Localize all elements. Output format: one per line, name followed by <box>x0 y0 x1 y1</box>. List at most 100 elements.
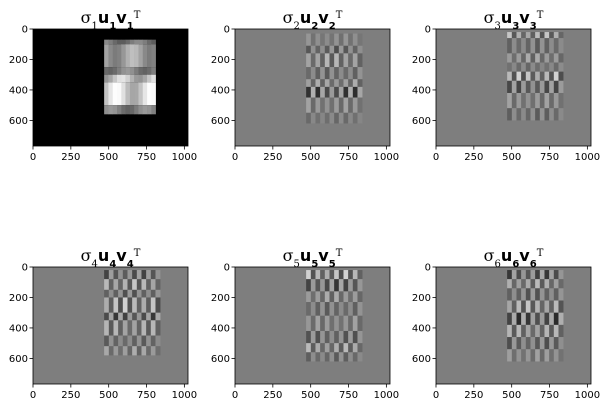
image-cell <box>147 74 152 83</box>
image-cell <box>151 82 156 106</box>
image-cell <box>558 312 564 325</box>
image-cell <box>343 53 349 68</box>
image-cell <box>310 291 316 303</box>
image-cell <box>535 288 541 301</box>
image-cell <box>357 67 363 80</box>
image-cell <box>320 53 326 68</box>
image-cell <box>352 315 358 331</box>
image-cell <box>310 330 316 344</box>
image-cell <box>338 67 344 80</box>
title-u-index: 4 <box>109 259 116 270</box>
image-cell <box>150 346 156 356</box>
image-cell <box>549 62 555 72</box>
image-cell <box>310 352 316 362</box>
image-cell <box>357 270 363 280</box>
image-cell <box>118 346 124 356</box>
image-cell <box>516 324 522 338</box>
image-cell <box>310 45 316 54</box>
image-cell <box>112 105 118 115</box>
image-cell <box>132 312 138 321</box>
image-cell <box>539 53 545 63</box>
image-cell <box>127 312 133 321</box>
image-cell <box>357 79 363 87</box>
image-cell <box>104 346 110 356</box>
image-cell <box>525 288 531 301</box>
image-cell <box>539 312 545 325</box>
image-cell <box>521 312 527 325</box>
image-cell <box>558 270 564 280</box>
image-cell <box>558 288 564 301</box>
x-tick-label: 1000 <box>575 390 600 401</box>
y-tick-label: 600 <box>211 116 230 127</box>
image-cell <box>104 335 110 347</box>
image-cell <box>108 44 114 68</box>
image-cell <box>334 33 340 46</box>
image-cell <box>544 32 550 39</box>
x-tick-label: 0 <box>232 152 238 163</box>
y-tick-label: 200 <box>9 293 28 304</box>
image-cell <box>507 108 513 121</box>
image-cell <box>558 324 564 338</box>
image-cell <box>521 53 527 63</box>
image-cell <box>150 270 156 280</box>
image-cell <box>549 312 555 325</box>
title-v-index: 2 <box>329 21 336 32</box>
x-tick-label: 750 <box>339 390 358 401</box>
y-tick-label: 0 <box>224 263 230 274</box>
image-cell <box>338 330 344 344</box>
image-cell <box>516 337 522 350</box>
image-cell <box>310 97 316 113</box>
image-cell <box>320 86 326 98</box>
image-cell <box>125 82 131 106</box>
image-cell <box>122 279 128 290</box>
image-cell <box>348 315 354 331</box>
image-cell <box>348 86 354 98</box>
image-cell <box>352 112 358 124</box>
image-cell <box>549 300 555 313</box>
image-cell <box>530 108 536 121</box>
image-cell <box>544 53 550 63</box>
title-u-index: 3 <box>512 21 519 32</box>
image-cell <box>549 92 555 109</box>
image-cell <box>146 335 152 347</box>
image-cell <box>310 79 316 87</box>
image-cell <box>132 270 138 280</box>
title-u-index: 1 <box>109 21 116 32</box>
image-cell <box>324 45 330 54</box>
image-cell <box>306 270 312 280</box>
image-cell <box>511 32 517 39</box>
image-cell <box>338 33 344 46</box>
image-cell <box>348 79 354 87</box>
image-cell <box>320 45 326 54</box>
image-cell <box>352 270 358 280</box>
image-cell <box>516 279 522 289</box>
y-tick-label: 0 <box>22 25 28 36</box>
x-tick-label: 750 <box>137 152 156 163</box>
y-tick-label: 200 <box>9 55 28 66</box>
image-cell <box>136 346 142 356</box>
image-cell <box>310 279 316 292</box>
image-cell <box>516 80 522 93</box>
image-cell <box>348 53 354 68</box>
image-cell <box>134 82 139 106</box>
image-cell <box>558 38 564 54</box>
title-transpose: T <box>537 248 544 259</box>
panel-title: σ2u2v2T <box>283 8 343 32</box>
image-cell <box>343 67 349 80</box>
image-cell <box>357 315 363 331</box>
image-cell <box>117 67 122 75</box>
image-cell <box>535 279 541 289</box>
image-cell <box>507 38 513 54</box>
image-cell <box>530 53 536 63</box>
image-cell <box>521 300 527 313</box>
image-cell <box>132 335 138 347</box>
image-cell <box>122 297 128 313</box>
image-cell <box>357 330 363 344</box>
image-cell <box>138 39 144 45</box>
image-cell <box>155 279 161 290</box>
image-cell <box>525 80 531 93</box>
image-cell <box>511 270 517 280</box>
y-tick-label: 400 <box>9 85 28 96</box>
image-cell <box>553 53 559 63</box>
